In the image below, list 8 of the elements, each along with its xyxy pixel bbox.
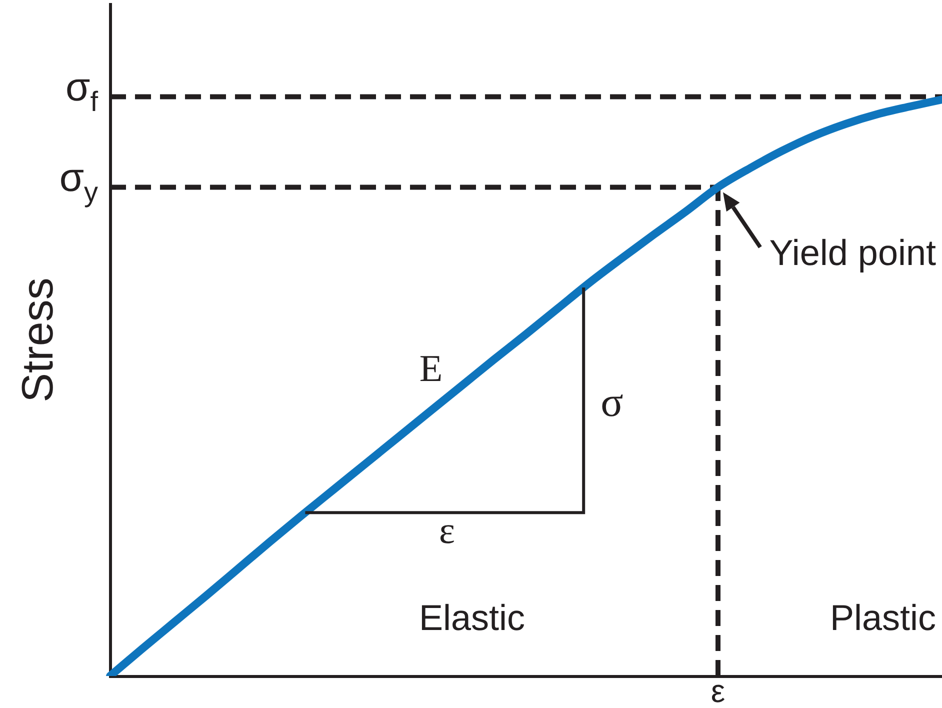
y-axis-title: Stress bbox=[14, 278, 63, 402]
annotation: Elastic bbox=[418, 596, 526, 638]
annotation: E bbox=[419, 348, 443, 390]
annotation: Plastic bbox=[830, 596, 936, 638]
annotation: ε bbox=[439, 510, 455, 552]
annotation: σ bbox=[600, 380, 624, 426]
annotation: Yield point bbox=[769, 232, 936, 274]
annotation: ε bbox=[710, 672, 726, 708]
